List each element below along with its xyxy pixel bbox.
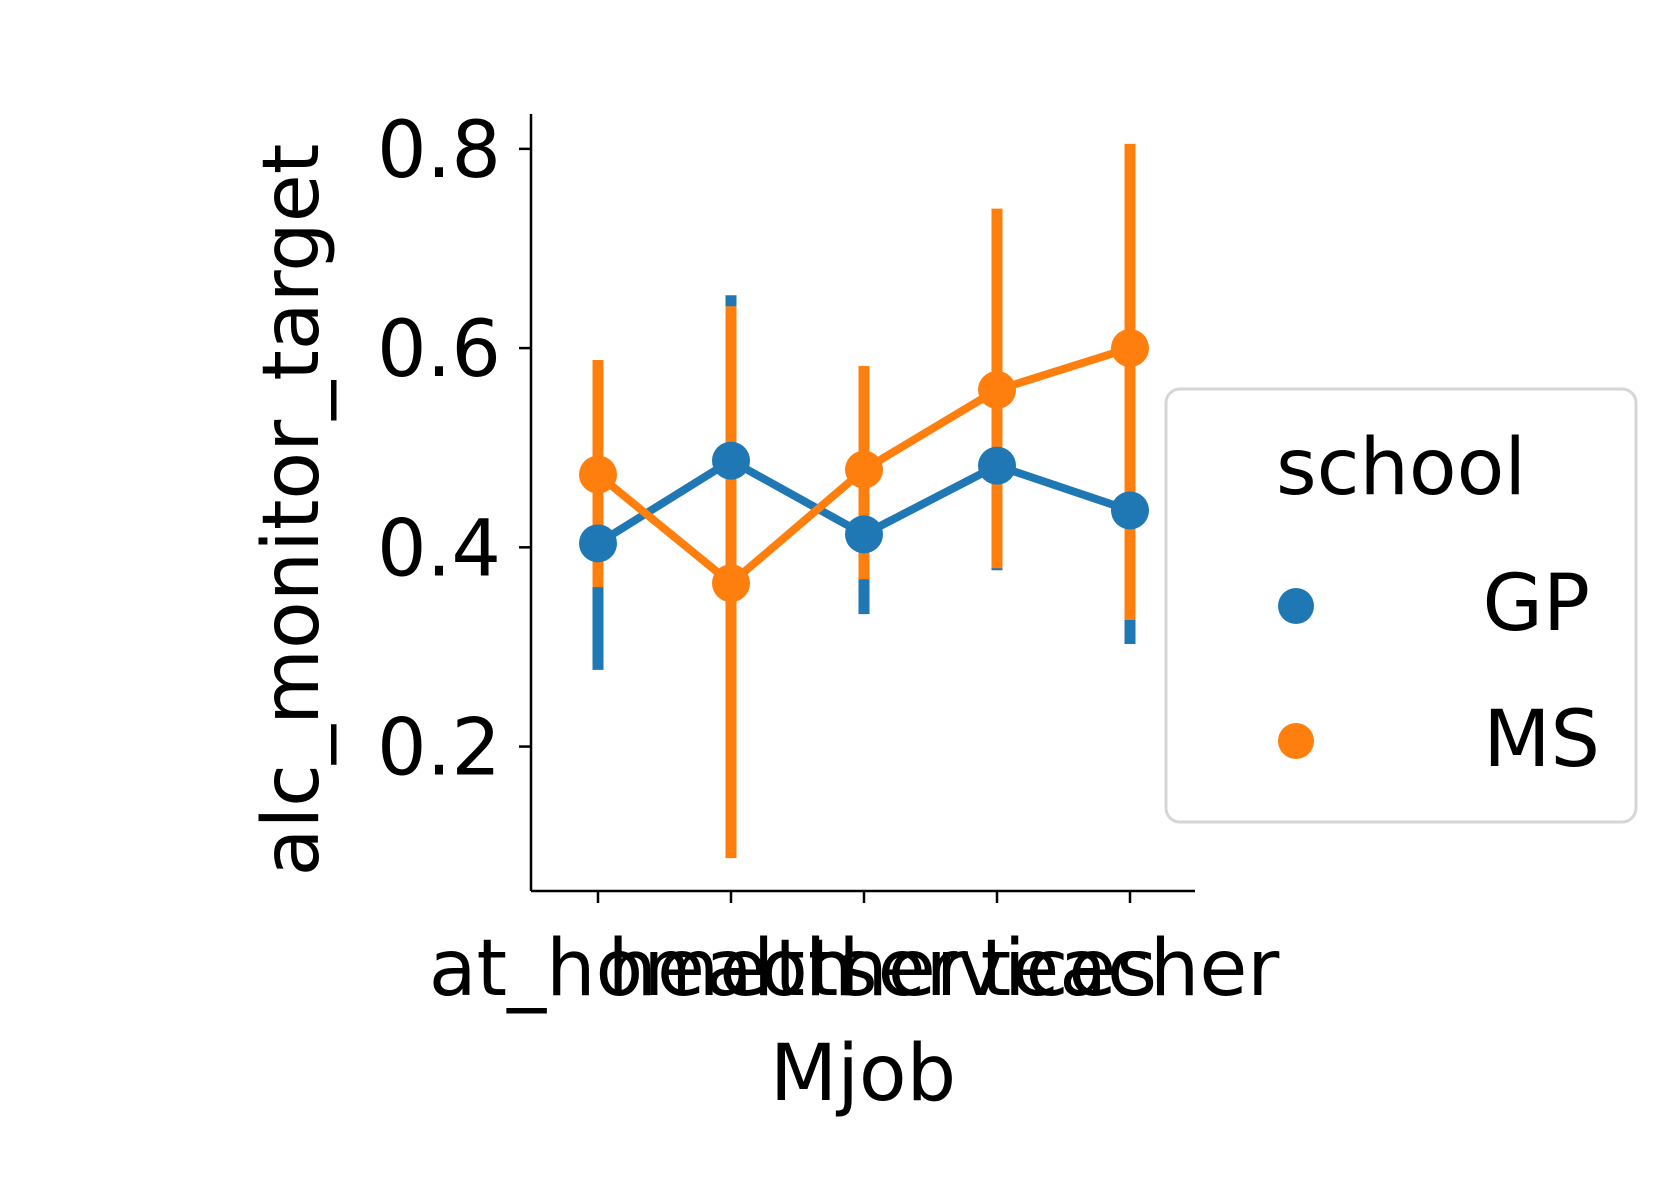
point-gp-health: [712, 441, 750, 480]
legend-label-gp: GP: [1483, 559, 1590, 649]
point-gp-at_home: [579, 524, 617, 563]
legend-label-ms: MS: [1483, 695, 1600, 785]
point-ms-at_home: [579, 455, 617, 494]
legend-title: school: [1276, 423, 1526, 513]
point-gp-teacher: [1111, 491, 1149, 530]
legend: school GP MS: [1164, 387, 1638, 824]
point-ms-teacher: [1111, 329, 1149, 368]
y-tick-label: 0.6: [377, 305, 501, 395]
x-tick-label-at_home: at_home: [429, 924, 768, 1014]
y-axis-label: alc_monitor_target: [247, 144, 337, 877]
legend-marker-gp: [1278, 588, 1314, 624]
y-tick-label: 0.4: [377, 504, 501, 594]
point-gp-services: [978, 446, 1016, 485]
y-tick-label: 0.2: [377, 704, 501, 794]
y-ticks: 0.2 0.4 0.6 0.8: [377, 106, 531, 794]
error-bars: [592, 143, 1136, 859]
legend-frame: [1164, 387, 1638, 824]
point-ms-services: [978, 370, 1016, 409]
x-tick-label-services: services: [837, 924, 1157, 1014]
legend-marker-ms: [1278, 723, 1314, 759]
series-points: [579, 329, 1149, 603]
point-gp-other: [845, 515, 883, 554]
y-tick-label: 0.8: [377, 106, 501, 196]
x-tick-label-other: other: [760, 924, 969, 1014]
point-ms-health: [712, 564, 750, 603]
x-tick-label-teacher: teacher: [981, 924, 1281, 1014]
point-ms-other: [845, 450, 883, 489]
x-tick-label-health: health: [608, 924, 855, 1014]
x-axis-label: Mjob: [770, 1029, 956, 1119]
